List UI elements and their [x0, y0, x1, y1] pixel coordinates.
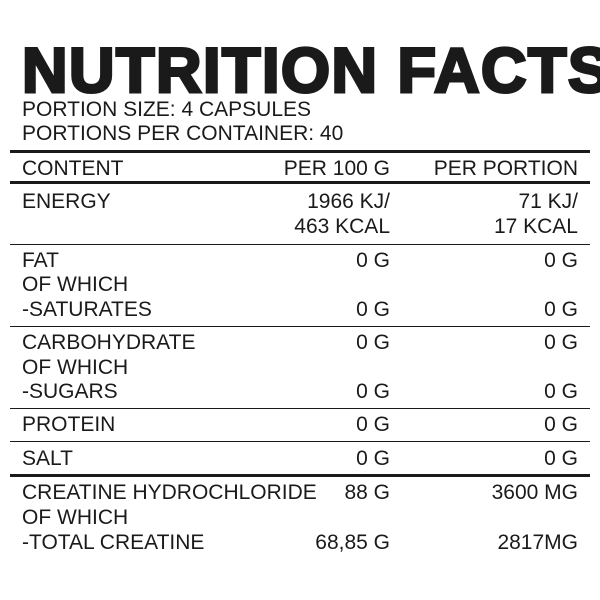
row-carbohydrate-label: CARBOHYDRATE	[22, 331, 196, 354]
row-protein-portion: 0 G	[544, 413, 578, 436]
row-carbohydrate-portion: 0 G	[544, 331, 578, 354]
row-protein-label: PROTEIN	[22, 413, 116, 436]
row-fat-portion: 0 G	[544, 249, 578, 272]
divider-header	[10, 181, 590, 184]
page-title: NUTRITION FACTS	[20, 36, 600, 106]
row-creatine-portion: 3600 MG	[491, 481, 578, 504]
row-energy-label: ENERGY	[22, 190, 111, 213]
row-fat-per100: 0 G	[356, 249, 390, 272]
divider-top	[10, 150, 590, 153]
row-energy-portion-kj: 71 KJ/	[518, 190, 578, 213]
row-creatine-of-which: OF WHICH	[22, 506, 129, 529]
row-creatine-label: CREATINE HYDROCHLORIDE	[22, 481, 317, 504]
row-energy-per100-kcal: 463 KCAL	[294, 215, 390, 238]
row-sugars-portion: 0 G	[544, 380, 578, 403]
portion-size: PORTION SIZE: 4 CAPSULES	[22, 98, 312, 121]
row-salt-portion: 0 G	[544, 447, 578, 470]
row-saturates-label: -SATURATES	[22, 298, 152, 321]
row-saturates-per100: 0 G	[356, 298, 390, 321]
row-total-creatine-label: -TOTAL CREATINE	[22, 531, 205, 554]
row-sugars-label: -SUGARS	[22, 380, 118, 403]
divider	[10, 441, 590, 442]
nutrition-facts-panel: NUTRITION FACTS PORTION SIZE: 4 CAPSULES…	[10, 0, 600, 600]
divider	[10, 244, 590, 245]
row-total-creatine-per100: 68,85 G	[315, 531, 390, 554]
header-per-portion: PER PORTION	[433, 157, 578, 180]
row-sugars-per100: 0 G	[356, 380, 390, 403]
row-fat-of-which: OF WHICH	[22, 273, 129, 296]
divider	[10, 408, 590, 409]
row-salt-label: SALT	[22, 447, 73, 470]
row-protein-per100: 0 G	[356, 413, 390, 436]
header-content: CONTENT	[22, 157, 124, 180]
portions-per-container: PORTIONS PER CONTAINER: 40	[22, 122, 344, 145]
row-total-creatine-portion: 2817MG	[497, 531, 578, 554]
row-energy-per100-kj: 1966 KJ/	[307, 190, 390, 213]
row-saturates-portion: 0 G	[544, 298, 578, 321]
row-carbohydrate-of-which: OF WHICH	[22, 356, 129, 379]
row-energy-portion-kcal: 17 KCAL	[493, 215, 578, 238]
divider	[10, 326, 590, 327]
header-per-100g: PER 100 G	[283, 157, 390, 180]
row-salt-per100: 0 G	[356, 447, 390, 470]
divider-thick	[10, 474, 590, 477]
row-carbohydrate-per100: 0 G	[356, 331, 390, 354]
row-fat-label: FAT	[22, 249, 59, 272]
row-creatine-per100: 88 G	[344, 481, 390, 504]
